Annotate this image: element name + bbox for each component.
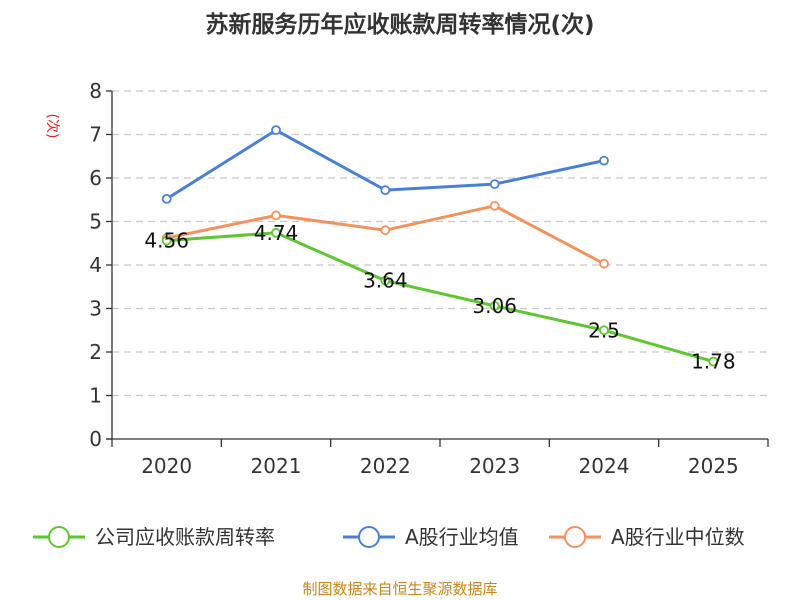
data-point [599, 258, 609, 269]
axes: 0 1 2 3 4 5 6 7 8 2020 2021 2022 2023 2024 2025 [89, 79, 769, 478]
y-tick-label: 0 [89, 427, 102, 451]
y-tick-label: 7 [89, 123, 102, 147]
legend-marker [358, 526, 380, 548]
data-label: 1.78 [691, 350, 736, 374]
legend-marker [564, 526, 586, 548]
x-tick-label: 2025 [688, 454, 739, 478]
y-tick-label: 5 [89, 210, 102, 234]
legend-label: A股行业均值 [405, 525, 519, 549]
data-point [271, 227, 281, 238]
data-point [599, 155, 609, 166]
data-point [489, 179, 500, 189]
data-point [271, 210, 281, 221]
data-point [161, 235, 172, 246]
x-tick-label: 2020 [141, 454, 192, 478]
y-tick-label: 1 [89, 384, 102, 408]
y-tick-label: 3 [89, 297, 102, 321]
data-point [599, 325, 609, 336]
y-tick-label: 2 [89, 340, 102, 364]
x-tick-label: 2021 [251, 454, 302, 478]
x-tick-label: 2023 [469, 454, 520, 478]
data-label: 3.06 [472, 294, 517, 318]
chart-title: 苏新服务历年应收账款周转率情况(次) [205, 11, 594, 38]
series-lines [161, 125, 719, 367]
series-line-0 [166, 231, 714, 364]
y-axis-label: (次) [44, 114, 60, 139]
data-point [708, 356, 719, 367]
data-label: 2.5 [588, 318, 620, 342]
legend-marker [48, 526, 70, 548]
x-tick-label: 2024 [579, 454, 630, 478]
x-tick-label: 2022 [360, 454, 411, 478]
data-point [161, 193, 172, 204]
data-labels: 4.56 4.74 3.64 3.06 2.5 1.78 [144, 221, 735, 374]
legend-item[interactable]: A股行业中位数 [549, 525, 745, 549]
data-point [271, 125, 281, 136]
data-label: 4.56 [144, 229, 189, 253]
gridlines [112, 90, 768, 397]
legend-label: 公司应收账款周转率 [95, 525, 275, 549]
source-note: 制图数据来自恒生聚源数据库 [302, 580, 497, 598]
y-tick-label: 4 [89, 253, 102, 277]
data-label: 3.64 [363, 269, 408, 293]
legend[interactable]: 公司应收账款周转率 A股行业均值 A股行业中位数 [33, 525, 745, 549]
data-point [489, 300, 500, 311]
data-point [380, 225, 391, 236]
data-point [489, 200, 500, 211]
data-point [380, 275, 391, 286]
y-tick-label: 6 [89, 166, 102, 190]
legend-item[interactable]: A股行业均值 [343, 525, 519, 549]
data-point [380, 185, 391, 196]
legend-item[interactable]: 公司应收账款周转率 [33, 525, 275, 549]
legend-label: A股行业中位数 [611, 525, 745, 549]
y-tick-label: 8 [89, 79, 102, 103]
data-label: 4.74 [254, 221, 299, 245]
